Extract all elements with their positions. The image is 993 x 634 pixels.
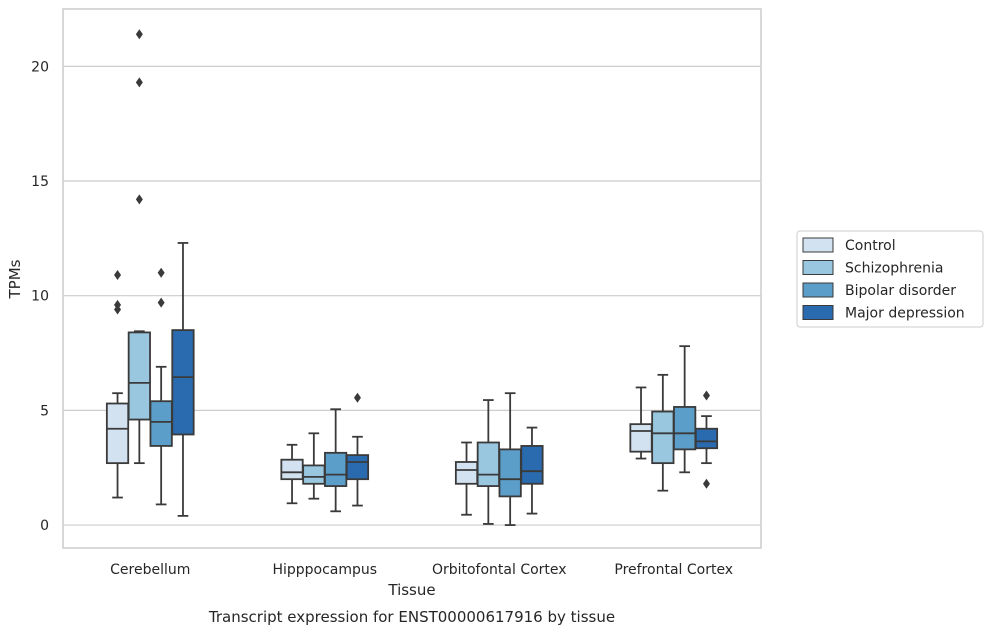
outlier-point [353, 392, 361, 403]
legend-swatch [802, 237, 834, 253]
box-1-0 [127, 29, 151, 465]
legend-frame [796, 230, 984, 328]
y-tick-label: 5 [40, 403, 49, 419]
box-2-2 [498, 392, 522, 526]
legend-label: Schizophrenia [845, 261, 943, 277]
y-tick-label: 10 [31, 289, 49, 305]
legend-label: Control [845, 238, 896, 254]
y-axis-label: TPMs [6, 259, 24, 299]
box-iqr [651, 410, 675, 465]
y-tick-label: 15 [31, 174, 49, 190]
y-tick-labels: 0 5 10 15 20 [31, 59, 49, 534]
outlier-point [157, 297, 165, 308]
box-iqr [498, 448, 522, 498]
box-iqr [149, 400, 173, 447]
legend: Control Schizophrenia Bipolar disorder Majo… [796, 230, 984, 328]
box-0-1 [280, 443, 304, 505]
x-tick-label: Prefrontal Cortex [614, 562, 733, 578]
legend-label: Major depression [845, 306, 965, 322]
box-1-1 [302, 432, 326, 500]
outlier-point [135, 77, 143, 88]
legend-swatch [802, 305, 834, 320]
box-2-1 [324, 408, 348, 513]
outlier-point [702, 478, 710, 489]
box-iqr [302, 464, 326, 485]
y-tick-label: 20 [31, 59, 49, 75]
outlier-point [135, 194, 143, 205]
x-axis-label: Tissue [387, 581, 435, 599]
box-iqr [345, 454, 370, 481]
box-0-0 [105, 270, 130, 499]
box-iqr [171, 329, 195, 436]
box-iqr [629, 423, 653, 453]
box-iqr [127, 331, 151, 421]
x-tick-label: Orbitofontal Cortex [432, 562, 567, 578]
y-tick-label: 0 [40, 518, 49, 534]
box-3-0 [171, 242, 195, 517]
chart-caption: Transcript expression for ENST0000061791… [208, 608, 615, 626]
x-tick-label: Cerebellum [110, 562, 190, 578]
box-iqr [476, 441, 500, 487]
box-3-1 [345, 392, 370, 507]
box-0-3 [629, 386, 653, 460]
box-iqr [280, 458, 304, 481]
outlier-point [702, 390, 710, 401]
plot-frame [62, 8, 762, 549]
box-iqr [105, 402, 130, 465]
x-tick-label: Hipppocampus [272, 562, 377, 578]
legend-label: Bipolar disorder [845, 283, 956, 299]
boxes [105, 29, 719, 526]
outlier-point [157, 267, 165, 278]
outlier-point [114, 299, 122, 310]
box-1-3 [651, 373, 675, 492]
x-tick-labels: Cerebellum Hipppocampus Orbitofontal Corte… [110, 562, 733, 578]
box-3-3 [694, 390, 719, 489]
box-iqr [673, 406, 697, 451]
legend-swatch [802, 260, 834, 275]
box-iqr [694, 427, 719, 450]
box-iqr [520, 445, 544, 485]
outlier-point [135, 29, 143, 40]
box-iqr [454, 461, 479, 485]
box-iqr [324, 451, 348, 487]
legend-swatch [802, 282, 834, 298]
box-2-0 [149, 267, 173, 506]
outlier-point [114, 270, 122, 281]
box-3-2 [520, 426, 544, 515]
